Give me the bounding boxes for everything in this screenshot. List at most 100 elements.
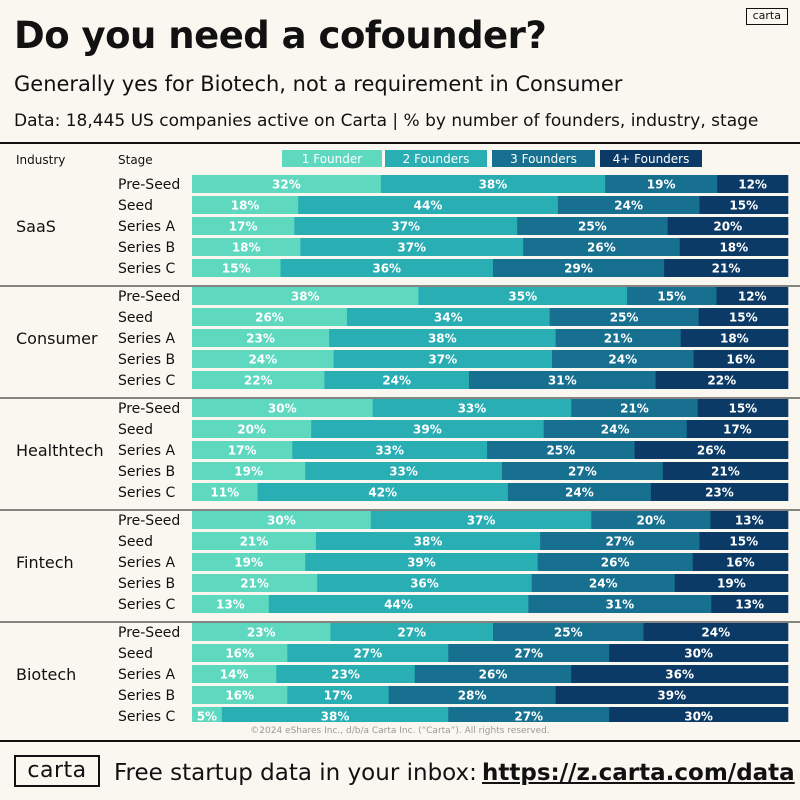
stage-label: Series C <box>118 373 176 389</box>
data-label: 38% <box>321 710 350 723</box>
data-label: 30% <box>684 710 713 723</box>
bar-segment <box>609 707 789 722</box>
bar-segment <box>192 532 317 550</box>
stage-label: Seed <box>118 310 153 326</box>
stage-label: Series C <box>118 597 176 613</box>
bar-segment <box>192 238 301 256</box>
industry-label: Fintech <box>16 553 74 572</box>
bar-segment <box>372 399 572 417</box>
bar-segment <box>528 595 712 613</box>
data-label: 21% <box>620 402 649 416</box>
stage-label: Series C <box>118 485 176 501</box>
data-label: 33% <box>375 444 404 458</box>
stage-label: Pre-Seed <box>118 513 180 529</box>
bar-segment <box>192 462 306 480</box>
data-label: 18% <box>231 199 260 213</box>
bar-segment <box>679 238 789 256</box>
data-label: 36% <box>410 577 439 591</box>
legend-label-1: 1 Founder <box>302 152 362 166</box>
data-label: 38% <box>291 290 320 304</box>
bar-segment <box>627 287 717 305</box>
data-label: 44% <box>384 598 413 612</box>
data-label: 34% <box>434 311 463 325</box>
stage-label: Seed <box>118 534 153 550</box>
data-label: 21% <box>240 577 269 591</box>
bar-segment <box>221 707 449 722</box>
bar-segment <box>192 175 382 193</box>
bar-segment <box>311 420 544 438</box>
data-label: 24% <box>248 353 277 367</box>
bar-segment <box>192 308 348 326</box>
data-label: 19% <box>647 178 676 192</box>
data-label: 12% <box>738 290 767 304</box>
bar-segment <box>531 574 676 592</box>
legend-label-2: 2 Founders <box>403 152 470 166</box>
stage-label: Series B <box>118 688 175 704</box>
data-label: 18% <box>720 332 749 346</box>
bar-segment <box>192 686 288 704</box>
data-label: 27% <box>568 465 597 479</box>
data-label: 23% <box>247 626 276 640</box>
data-label: 24% <box>565 486 594 500</box>
data-label: 15% <box>222 262 251 276</box>
bar-segment <box>305 553 538 571</box>
bar-segment <box>537 553 693 571</box>
legend-label-3: 3 Founders <box>510 152 577 166</box>
data-label: 15% <box>728 402 757 416</box>
bar-segment <box>549 308 699 326</box>
bar-segment <box>697 399 789 417</box>
data-label: 27% <box>397 626 426 640</box>
bar-segment <box>192 623 331 641</box>
bar-segment <box>192 287 419 305</box>
bar-segment <box>192 259 281 277</box>
stage-label: Series A <box>118 219 176 235</box>
bar-segment <box>543 420 687 438</box>
data-label: 25% <box>554 626 583 640</box>
bar-segment <box>287 644 449 662</box>
bar-segment <box>287 686 389 704</box>
bar-segment <box>192 399 373 417</box>
data-label: 23% <box>705 486 734 500</box>
data-label: 13% <box>735 598 764 612</box>
data-label: 24% <box>589 577 618 591</box>
data-label: 33% <box>458 402 487 416</box>
carta-logo-small: carta <box>745 8 788 25</box>
data-label: 32% <box>272 178 301 192</box>
footer-signup-link[interactable]: https://z.carta.com/data <box>482 760 795 786</box>
data-label: 31% <box>605 598 634 612</box>
bar-segment <box>192 217 295 235</box>
bar-segment <box>298 196 559 214</box>
bar-segment <box>634 441 789 459</box>
data-label: 24% <box>382 374 411 388</box>
data-label: 26% <box>697 444 726 458</box>
data-label: 24% <box>614 199 643 213</box>
stage-label: Pre-Seed <box>118 289 180 305</box>
bar-segment <box>717 175 789 193</box>
stage-label: Pre-Seed <box>118 625 180 641</box>
data-label: 24% <box>701 626 730 640</box>
bar-segment <box>192 196 299 214</box>
bar-segment <box>571 399 698 417</box>
stage-label: Series B <box>118 240 175 256</box>
data-label: 37% <box>467 514 496 528</box>
data-label: 25% <box>578 220 607 234</box>
stage-label: Series B <box>118 464 175 480</box>
bar-segment <box>192 644 288 662</box>
data-label: 23% <box>331 668 360 682</box>
industry-label: Healthtech <box>16 441 104 460</box>
carta-logo: carta <box>14 755 100 787</box>
data-label: 38% <box>479 178 508 192</box>
bar-segment <box>192 371 325 389</box>
stage-label: Pre-Seed <box>118 401 180 417</box>
copyright-note: ©2024 eShares Inc., d/b/a Carta Inc. (“C… <box>250 726 550 736</box>
data-label: 31% <box>548 374 577 388</box>
bar-segment <box>294 217 518 235</box>
data-label: 24% <box>608 353 637 367</box>
data-label: 30% <box>268 402 297 416</box>
bar-segment <box>192 511 372 529</box>
data-label: 19% <box>717 577 746 591</box>
bar-segment <box>555 329 682 347</box>
stage-label: Series A <box>118 555 176 571</box>
bar-segment <box>414 665 572 683</box>
bar-segment <box>487 441 635 459</box>
